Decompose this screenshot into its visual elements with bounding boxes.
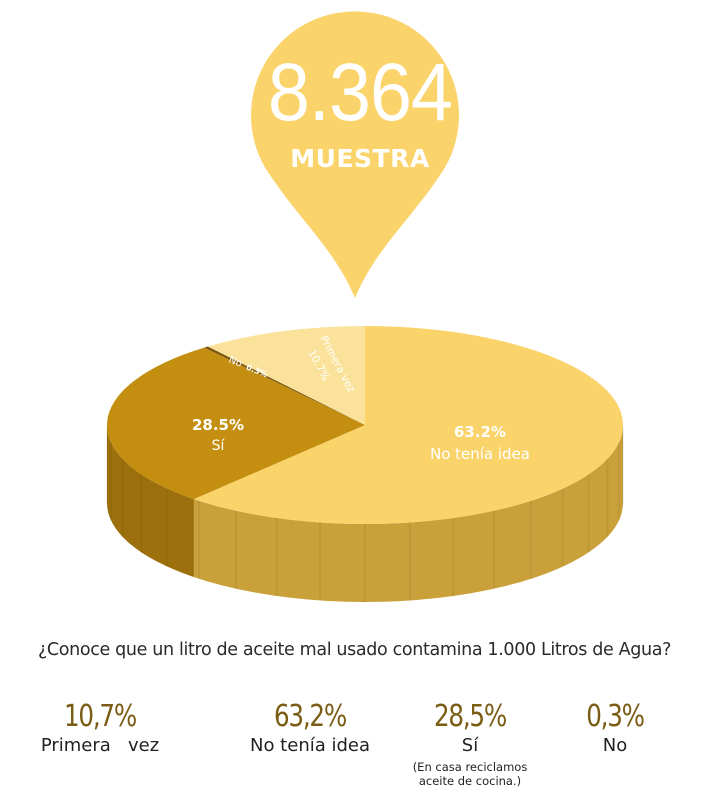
pie-side-si [106,425,194,578]
pie-slice-no [204,346,365,425]
summary-note-line: (En casa reciclamos [412,760,528,774]
pie-slice-primera-vez [207,326,365,425]
pie-tops [106,326,623,524]
map-pin-icon [251,11,460,299]
summary-note: (En casa reciclamos aceite de cocina.) [390,760,550,789]
pie-slice-si [106,347,365,500]
slice-label-si: Sí [212,438,226,454]
summary-label: Primera vez [40,735,160,756]
pie-side-no-tenia-idea [193,425,623,602]
pin-shape [251,11,460,299]
slice-label-no-tenia-idea: No tenía idea [430,445,530,463]
pie-chart: 63.2% No tenía idea 28.5% Sí No 0.3% Pri… [106,326,624,602]
summary-pct: 28,5% [433,699,507,734]
sample-label: MUESTRA [290,144,430,173]
slice-label-si-pct: 28.5% [192,416,244,434]
slice-label-no: No [227,355,244,370]
pie-slice-no-tenia-idea [193,326,623,524]
summary-note-line: aceite de cocina.) [418,774,522,789]
summary-pct: 63,2% [273,699,347,734]
sample-count: 8.364 [267,47,453,138]
slice-label-no-tenia-idea-pct: 63.2% [454,423,506,441]
summary-no-tenia-idea: 63,2% No tenía idea [225,700,395,756]
survey-question: ¿Conoce que un litro de aceite mal usado… [37,640,672,660]
summary-pct: 0,3% [586,699,645,734]
summary-label: No tenía idea [249,735,371,756]
summary-no: 0,3% No [555,700,675,756]
pie-sides [106,425,624,602]
summary-si: 28,5% Sí (En casa reciclamos aceite de c… [390,700,550,789]
summary-label: Sí [461,735,479,756]
summary-label: No [602,735,628,756]
summary-primera-vez: 10,7% Primera vez [20,700,180,756]
summary-pct: 10,7% [63,699,137,734]
